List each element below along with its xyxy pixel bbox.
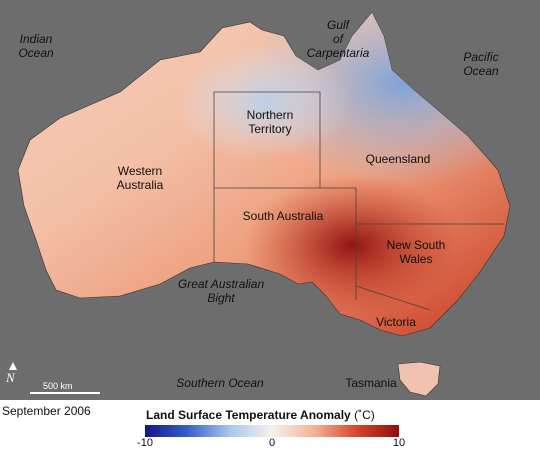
temperature-anomaly-map: Indian Ocean Pacific Ocean Southern Ocea… — [0, 0, 540, 400]
scale-label: 500 km — [43, 381, 73, 391]
legend-title: Land Surface Temperature Anomaly (˚C) — [146, 408, 406, 422]
legend-colorbar — [145, 425, 399, 437]
victoria-label: Victoria — [376, 315, 416, 329]
scale-bar — [30, 392, 100, 394]
north-label: N — [6, 370, 15, 385]
indian-ocean-label: Indian Ocean — [18, 32, 54, 60]
tasmania-outline — [397, 361, 441, 397]
south-australia-label: South Australia — [242, 209, 324, 223]
date-label: September 2006 — [2, 404, 91, 418]
legend-max-tick: 10 — [392, 437, 406, 449]
western-australia-label: Western Australia — [116, 164, 164, 192]
queensland-label: Queensland — [365, 152, 431, 166]
gulf-of-carpentaria-label: Gulf of Carpentaria — [306, 18, 370, 60]
legend-mid-tick: 0 — [268, 437, 276, 449]
tasmania-label: Tasmania — [345, 376, 397, 390]
new-south-wales-label: New South Wales — [386, 238, 446, 266]
legend-min-tick: -10 — [137, 437, 153, 449]
legend-title-text: Land Surface Temperature Anomaly — [146, 408, 351, 422]
great-australian-bight-label: Great Australian Bight — [177, 277, 265, 305]
north-arrow-icon — [9, 362, 17, 370]
state-borders — [213, 91, 504, 311]
northern-territory-label: Northern Territory — [246, 108, 294, 136]
legend-unit: (˚C) — [354, 408, 375, 422]
pacific-ocean-label: Pacific Ocean — [463, 50, 499, 78]
southern-ocean-label: Southern Ocean — [176, 376, 264, 390]
australia-map-graphic — [17, 11, 511, 397]
